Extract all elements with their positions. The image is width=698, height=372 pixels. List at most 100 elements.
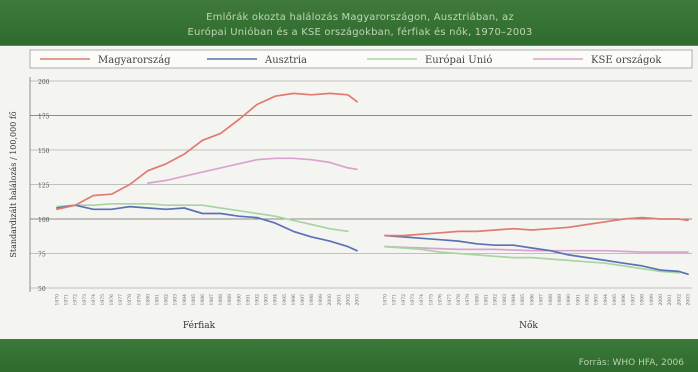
x-tick-nok-1990: 1990 — [566, 294, 572, 306]
panel-label-nok: Nők — [519, 320, 538, 331]
x-tick-nok-1982: 1982 — [493, 294, 499, 306]
x-tick-nok-1998: 1998 — [640, 294, 646, 306]
x-tick-ferfiak-1991: 1991 — [245, 294, 251, 306]
x-tick-ferfiak-1981: 1981 — [155, 294, 161, 306]
x-tick-nok-1973: 1973 — [410, 294, 416, 306]
x-tick-nok-1983: 1983 — [502, 294, 508, 306]
x-tick-ferfiak-1994: 1994 — [273, 294, 279, 306]
legend-label-ausztria: Ausztria — [264, 55, 307, 66]
title-line-1: Emlőrák okozta halálozás Magyarországon,… — [206, 12, 514, 23]
x-tick-nok-1997: 1997 — [630, 294, 636, 306]
x-tick-nok-1995: 1995 — [612, 294, 618, 306]
x-tick-ferfiak-1983: 1983 — [173, 294, 179, 306]
x-tick-nok-1992: 1992 — [585, 294, 591, 306]
x-tick-ferfiak-1975: 1975 — [100, 294, 106, 306]
chart-area: Magyarország Ausztria Európai Unió KSE orsz… — [0, 46, 698, 339]
y-tick-50: 50 — [38, 286, 46, 293]
x-axis: 1970 1971 1972 1973 1974 1975 1976 1977 1978 1979… — [55, 294, 692, 331]
legend-box — [29, 49, 693, 69]
series-lines — [56, 92, 689, 276]
series-magyarorszag-nok — [384, 216, 689, 237]
x-tick-ferfiak-1986: 1986 — [200, 294, 206, 306]
x-tick-ferfiak-1971: 1971 — [64, 294, 70, 306]
x-tick-nok-1980: 1980 — [474, 294, 480, 306]
x-tick-ferfiak-1978: 1978 — [127, 294, 133, 306]
x-tick-nok-1987: 1987 — [539, 294, 545, 306]
x-tick-ferfiak-2002: 2002 — [345, 294, 351, 306]
x-tick-nok-1979: 1979 — [465, 294, 471, 306]
x-tick-nok-1977: 1977 — [447, 294, 453, 306]
x-tick-nok-1989: 1989 — [557, 294, 563, 306]
source-note: Forrás: WHO HFA, 2006 — [578, 358, 684, 368]
legend-label-europai-unio: Európai Unió — [425, 55, 492, 66]
series-europai-unio-nok — [384, 245, 680, 274]
x-tick-ferfiak-1987: 1987 — [209, 294, 215, 306]
footer-band: Forrás: WHO HFA, 2006 — [0, 339, 698, 372]
x-tick-nok-1978: 1978 — [456, 294, 462, 306]
x-tick-ferfiak-1974: 1974 — [91, 294, 97, 306]
x-tick-ferfiak-1973: 1973 — [82, 294, 88, 306]
x-tick-nok-1993: 1993 — [594, 294, 600, 306]
x-tick-nok-1975: 1975 — [428, 294, 434, 306]
x-tick-ferfiak-2000: 2000 — [327, 294, 333, 306]
x-tick-nok-1991: 1991 — [575, 294, 581, 306]
x-tick-nok-1970: 1970 — [383, 294, 389, 306]
legend-label-magyarorszag: Magyarország — [98, 55, 171, 66]
x-tick-ferfiak-1982: 1982 — [164, 294, 170, 306]
x-tick-nok-2001: 2001 — [667, 294, 673, 306]
x-tick-nok-1999: 1999 — [649, 294, 655, 306]
x-tick-ferfiak-1995: 1995 — [282, 294, 288, 306]
x-tick-ferfiak-1997: 1997 — [300, 294, 306, 306]
x-tick-nok-2000: 2000 — [658, 294, 664, 306]
x-tick-ferfiak-1976: 1976 — [109, 294, 115, 306]
x-tick-nok-1976: 1976 — [438, 294, 444, 306]
y-tick-175: 175 — [38, 114, 50, 121]
y-tick-75: 75 — [38, 252, 46, 259]
x-tick-ferfiak-1972: 1972 — [73, 294, 79, 306]
series-kse-orszagok-ferfiak — [147, 157, 358, 184]
x-tick-ferfiak-1970: 1970 — [55, 294, 61, 306]
x-tick-nok-1984: 1984 — [511, 294, 517, 306]
x-tick-ferfiak-1999: 1999 — [318, 294, 324, 306]
x-tick-ferfiak-1989: 1989 — [227, 294, 233, 306]
panel-label-ferfiak: Férfiak — [183, 320, 216, 331]
x-tick-ferfiak-1984: 1984 — [182, 294, 188, 306]
title-line-2: Európai Unióban és a KSE országokban, fé… — [187, 27, 533, 38]
x-tick-nok-2002: 2002 — [676, 294, 682, 306]
x-tick-ferfiak-1996: 1996 — [291, 294, 297, 306]
x-tick-ferfiak-1998: 1998 — [309, 294, 315, 306]
y-tick-100: 100 — [38, 217, 50, 224]
y-tick-150: 150 — [38, 148, 50, 155]
x-tick-ferfiak-1979: 1979 — [136, 294, 142, 306]
y-tick-200: 200 — [38, 79, 50, 86]
series-ausztria-nok — [384, 234, 689, 276]
x-tick-ferfiak-1977: 1977 — [118, 294, 124, 306]
x-tick-ferfiak-1992: 1992 — [255, 294, 261, 306]
x-tick-ferfiak-1988: 1988 — [218, 294, 224, 306]
x-tick-nok-1972: 1972 — [401, 294, 407, 306]
legend: Magyarország Ausztria Európai Unió KSE orsz… — [29, 49, 693, 69]
x-tick-nok-1981: 1981 — [484, 294, 490, 306]
x-tick-nok-1986: 1986 — [529, 294, 535, 306]
x-tick-nok-1985: 1985 — [520, 294, 526, 306]
x-tick-ferfiak-2003: 2003 — [355, 294, 361, 306]
series-europai-unio-ferfiak — [56, 202, 349, 233]
x-tick-nok-1994: 1994 — [603, 294, 609, 306]
series-ausztria-ferfiak — [56, 204, 358, 252]
x-tick-ferfiak-1993: 1993 — [264, 294, 270, 306]
x-tick-nok-1971: 1971 — [392, 294, 398, 306]
y-axis: 50 75 100 125 150 175 200 Standardizált haláloz… — [9, 77, 50, 293]
line-chart: Magyarország Ausztria Európai Unió KSE orsz… — [9, 49, 693, 331]
y-tick-125: 125 — [38, 183, 50, 190]
x-tick-nok-1974: 1974 — [419, 294, 425, 306]
grid — [30, 80, 692, 289]
title-band: Emlőrák okozta halálozás Magyarországon,… — [0, 0, 698, 46]
x-tick-nok-1996: 1996 — [621, 294, 627, 306]
x-tick-nok-2003: 2003 — [686, 294, 692, 306]
x-tick-ferfiak-1980: 1980 — [145, 294, 151, 306]
x-tick-nok-1988: 1988 — [548, 294, 554, 306]
y-axis-label: Standardizált halálozás / 100,000 fő — [9, 111, 18, 257]
x-tick-ferfiak-1990: 1990 — [236, 294, 242, 306]
x-tick-ferfiak-1985: 1985 — [191, 294, 197, 306]
